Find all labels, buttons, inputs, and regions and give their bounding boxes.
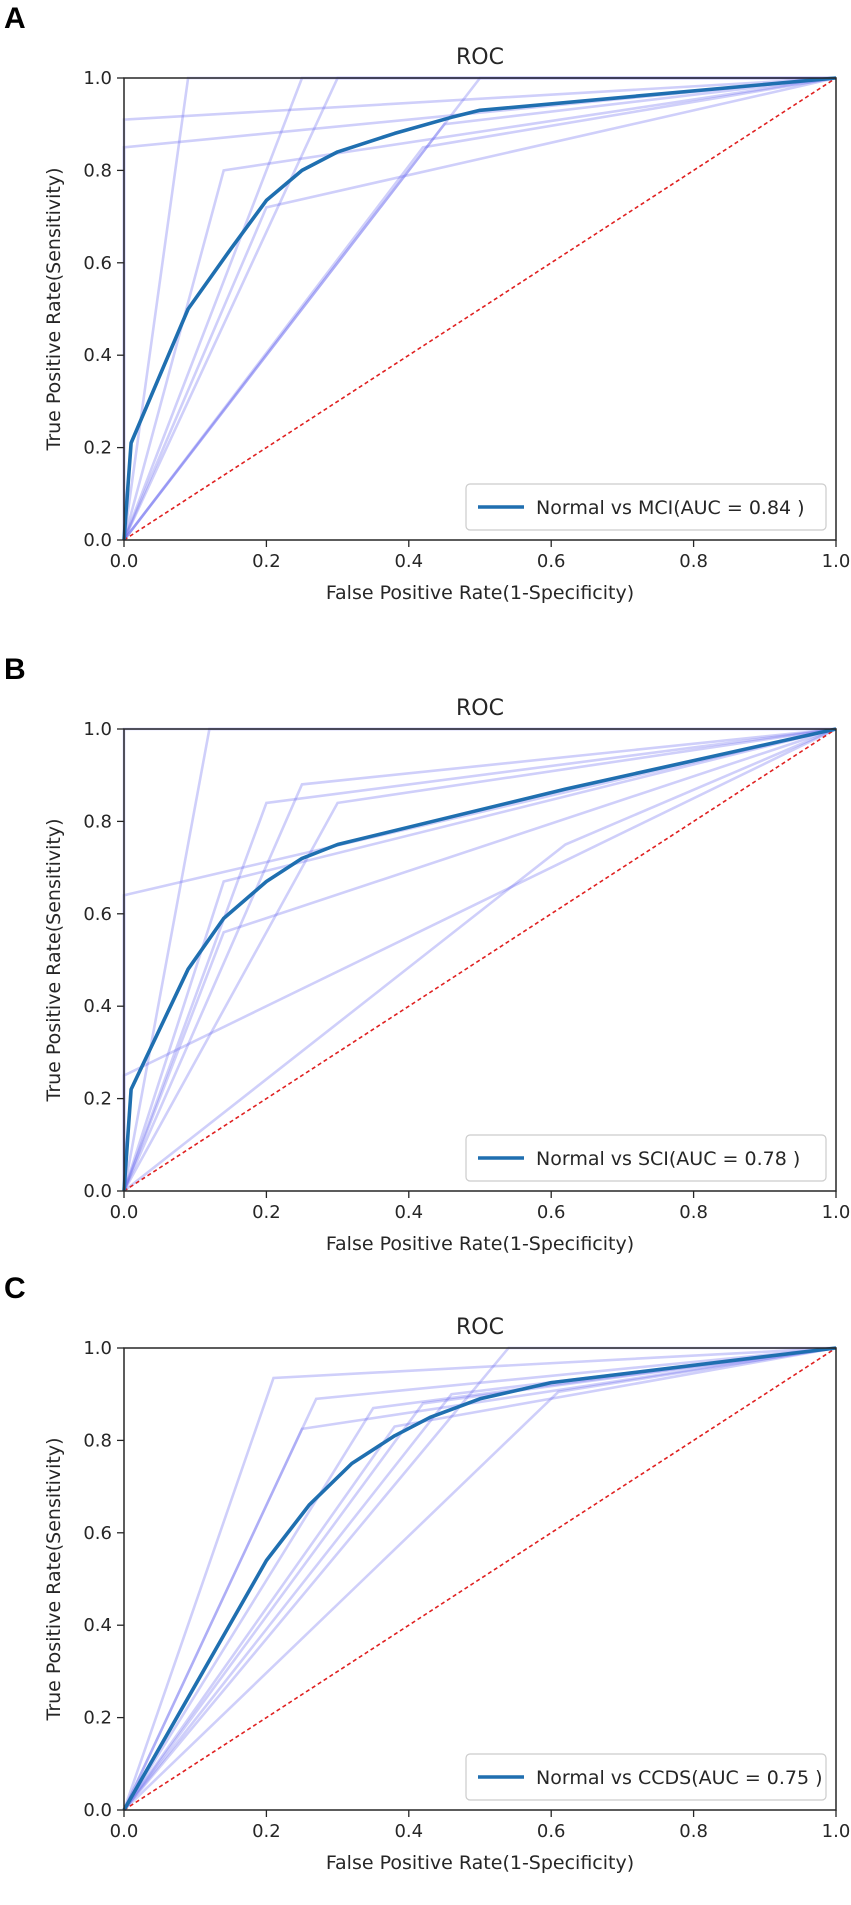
y-tick-label: 0.8 — [83, 811, 112, 832]
y-tick-label: 0.4 — [83, 345, 112, 366]
roc-panel-b: B ROC 0.0 0.2 0.4 0.6 0.8 1.0 0.0 0.2 0.4 0.6 0.8 1.… — [0, 651, 851, 1286]
x-tick-label: 0.0 — [110, 551, 139, 572]
roc-panel-c: C ROC 0.0 0.2 0.4 0.6 0.8 1.0 0.0 0.2 0.4 0.6 0.8 1.… — [0, 1270, 851, 1905]
y-tick-label: 0.8 — [83, 1430, 112, 1451]
fold-curve-9 — [123, 727, 837, 1193]
x-tick-label: 0.2 — [252, 1821, 281, 1842]
x-tick-label: 1.0 — [822, 1821, 851, 1842]
roc-chart-a: ROC 0.0 0.2 0.4 0.6 0.8 1.0 0.0 0.2 0.4 0.6 0.8 1.0 F… — [43, 45, 851, 604]
x-tick-label: 1.0 — [822, 1202, 851, 1223]
x-tick-label: 0.8 — [679, 1202, 708, 1223]
x-tick-label: 0.4 — [394, 1821, 423, 1842]
y-tick-label: 0.0 — [83, 1800, 112, 1821]
roc-chart-c: ROC 0.0 0.2 0.4 0.6 0.8 1.0 0.0 0.2 0.4 0.6 0.8 1.0 F… — [43, 1315, 851, 1874]
legend-box — [465, 483, 827, 531]
fold-curve-9 — [122, 76, 837, 541]
chart-title: ROC — [456, 1315, 504, 1340]
fold-curve-9 — [123, 1346, 837, 1811]
x-tick-label: 0.0 — [110, 1821, 139, 1842]
fold-curve-8 — [122, 1346, 837, 1811]
y-tick-label: 0.2 — [83, 1708, 112, 1729]
mean-roc-curve — [122, 1346, 837, 1811]
roc-chart-b: ROC 0.0 0.2 0.4 0.6 0.8 1.0 0.0 0.2 0.4 0.6 0.8 1.0 F… — [43, 696, 851, 1255]
y-tick-label: 1.0 — [83, 719, 112, 740]
x-tick-label: 1.0 — [822, 551, 851, 572]
fold-curve-6 — [122, 727, 837, 1192]
chance-line — [123, 728, 837, 1192]
chart-title: ROC — [456, 45, 504, 70]
y-tick-label: 0.2 — [83, 438, 112, 459]
x-tick-label: 0.6 — [537, 1202, 566, 1223]
y-tick-label: 0.2 — [83, 1089, 112, 1110]
x-tick-label: 0.2 — [252, 1202, 281, 1223]
legend-label: Normal vs CCDS(AUC = 0.75 ) — [536, 1767, 823, 1789]
chart-title: ROC — [456, 696, 504, 721]
chance-line — [123, 77, 837, 541]
y-tick-label: 0.0 — [83, 530, 112, 551]
panel-label: B — [4, 653, 26, 686]
legend-box — [465, 1134, 827, 1182]
y-tick-label: 1.0 — [83, 1338, 112, 1359]
fold-curve-10 — [122, 76, 837, 541]
y-tick-label: 0.4 — [83, 1615, 112, 1636]
x-tick-label: 0.8 — [679, 551, 708, 572]
y-tick-label: 0.0 — [83, 1181, 112, 1202]
fold-curve-4 — [122, 1346, 837, 1811]
fold-curve-10 — [122, 727, 837, 1192]
x-tick-label: 0.6 — [537, 1821, 566, 1842]
chance-line — [123, 1347, 837, 1811]
fold-curve-7 — [122, 727, 837, 1192]
y-axis-label: True Positive Rate(Sensitivity) — [43, 1438, 65, 1722]
panel-label: A — [4, 2, 26, 35]
x-tick-label: 0.8 — [679, 1821, 708, 1842]
roc-panel-a: A ROC 0.0 0.2 0.4 0.6 0.8 1.0 0.0 0.2 0.4 0.6 0.8 1.… — [0, 0, 851, 635]
x-axis-label: False Positive Rate(1-Specificity) — [326, 1233, 634, 1255]
fold-curve-2 — [122, 1346, 837, 1811]
y-axis-label: True Positive Rate(Sensitivity) — [43, 168, 65, 452]
y-axis-label: True Positive Rate(Sensitivity) — [43, 819, 65, 1103]
y-tick-label: 0.6 — [83, 253, 112, 274]
mean-roc-curve — [122, 76, 837, 541]
y-tick-label: 0.4 — [83, 996, 112, 1017]
x-tick-label: 0.4 — [394, 1202, 423, 1223]
x-axis-label: False Positive Rate(1-Specificity) — [326, 1852, 634, 1874]
x-tick-label: 0.6 — [537, 551, 566, 572]
mean-roc-curve — [122, 727, 837, 1192]
y-tick-label: 1.0 — [83, 68, 112, 89]
plot-frame — [123, 77, 837, 541]
plot-frame — [123, 1347, 837, 1811]
legend-box — [465, 1753, 827, 1801]
plot-frame — [123, 728, 837, 1192]
legend-label: Normal vs MCI(AUC = 0.84 ) — [536, 497, 805, 519]
y-tick-label: 0.8 — [83, 160, 112, 181]
y-tick-label: 0.6 — [83, 904, 112, 925]
fold-curve-1 — [122, 1346, 837, 1811]
legend-label: Normal vs SCI(AUC = 0.78 ) — [536, 1148, 800, 1170]
fold-curve-5 — [122, 727, 837, 1192]
x-tick-label: 0.0 — [110, 1202, 139, 1223]
fold-curve-6 — [122, 76, 837, 541]
x-tick-label: 0.4 — [394, 551, 423, 572]
fold-curve-4 — [122, 727, 837, 1192]
fold-curve-7 — [122, 76, 837, 541]
x-tick-label: 0.2 — [252, 551, 281, 572]
panel-label: C — [4, 1272, 26, 1305]
y-tick-label: 0.6 — [83, 1523, 112, 1544]
x-axis-label: False Positive Rate(1-Specificity) — [326, 582, 634, 604]
